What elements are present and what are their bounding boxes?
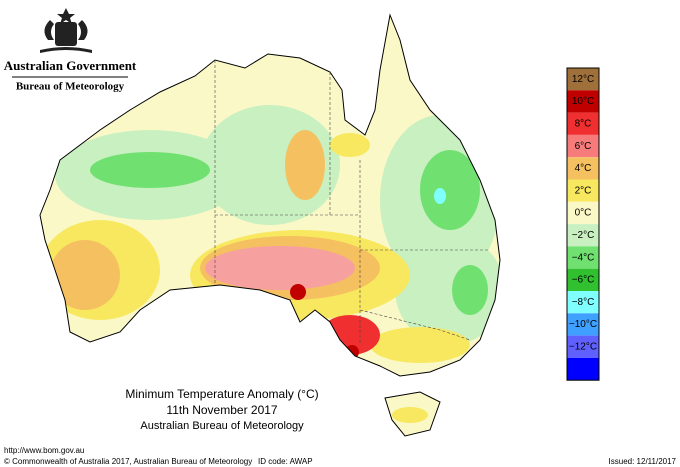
bureau-name: Bureau of Meteorology bbox=[16, 81, 125, 93]
legend-label: 6°C bbox=[575, 141, 592, 152]
legend-swatch bbox=[567, 68, 599, 91]
id-code: ID code: AWAP bbox=[258, 457, 313, 466]
legend-swatch bbox=[567, 246, 599, 269]
legend-label: 10°C bbox=[572, 96, 594, 107]
legend-swatch bbox=[567, 157, 599, 180]
copyright: © Commonwealth of Australia 2017, Austra… bbox=[4, 457, 252, 466]
legend-label: −8°C bbox=[572, 297, 595, 308]
map-date: 11th November 2017 bbox=[166, 403, 278, 417]
state-borders bbox=[214, 60, 490, 345]
legend: 12°C 10°C 8°C 6°C 4°C 2°C 0°C −2°C −4°C −6°C −8°C −… bbox=[566, 67, 600, 381]
legend-label: 2°C bbox=[575, 185, 592, 196]
legend-swatch bbox=[567, 313, 599, 336]
coat-of-arms bbox=[40, 8, 92, 53]
legend-label: 12°C bbox=[572, 74, 594, 85]
legend-label: −10°C bbox=[569, 319, 597, 330]
legend-swatch bbox=[567, 291, 599, 314]
legend-swatch bbox=[567, 112, 599, 135]
map-source: Australian Bureau of Meteorology bbox=[140, 420, 304, 432]
legend-swatch bbox=[567, 335, 599, 358]
issued: Issued: 12/11/2017 bbox=[609, 457, 677, 466]
government-name: Australian Government bbox=[4, 58, 137, 73]
legend-label: −12°C bbox=[569, 342, 597, 353]
legend-label: −4°C bbox=[572, 252, 595, 263]
legend-label: 0°C bbox=[575, 208, 592, 219]
legend-swatch bbox=[567, 268, 599, 291]
legend-swatch bbox=[567, 179, 599, 202]
legend-label: −2°C bbox=[572, 230, 595, 241]
legend-label: 4°C bbox=[575, 163, 592, 174]
legend-label: 8°C bbox=[575, 119, 592, 130]
legend-swatch bbox=[567, 224, 599, 247]
legend-frame bbox=[566, 67, 600, 381]
map-title: Minimum Temperature Anomaly (°C) bbox=[125, 387, 318, 401]
legend-swatch bbox=[567, 201, 599, 225]
legend-swatch bbox=[567, 134, 599, 158]
legend-label: −6°C bbox=[572, 275, 595, 286]
legend-swatch bbox=[567, 357, 599, 381]
url: http://www.bom.gov.au bbox=[4, 446, 84, 455]
coastline bbox=[39, 13, 501, 437]
legend-swatch bbox=[567, 90, 599, 113]
